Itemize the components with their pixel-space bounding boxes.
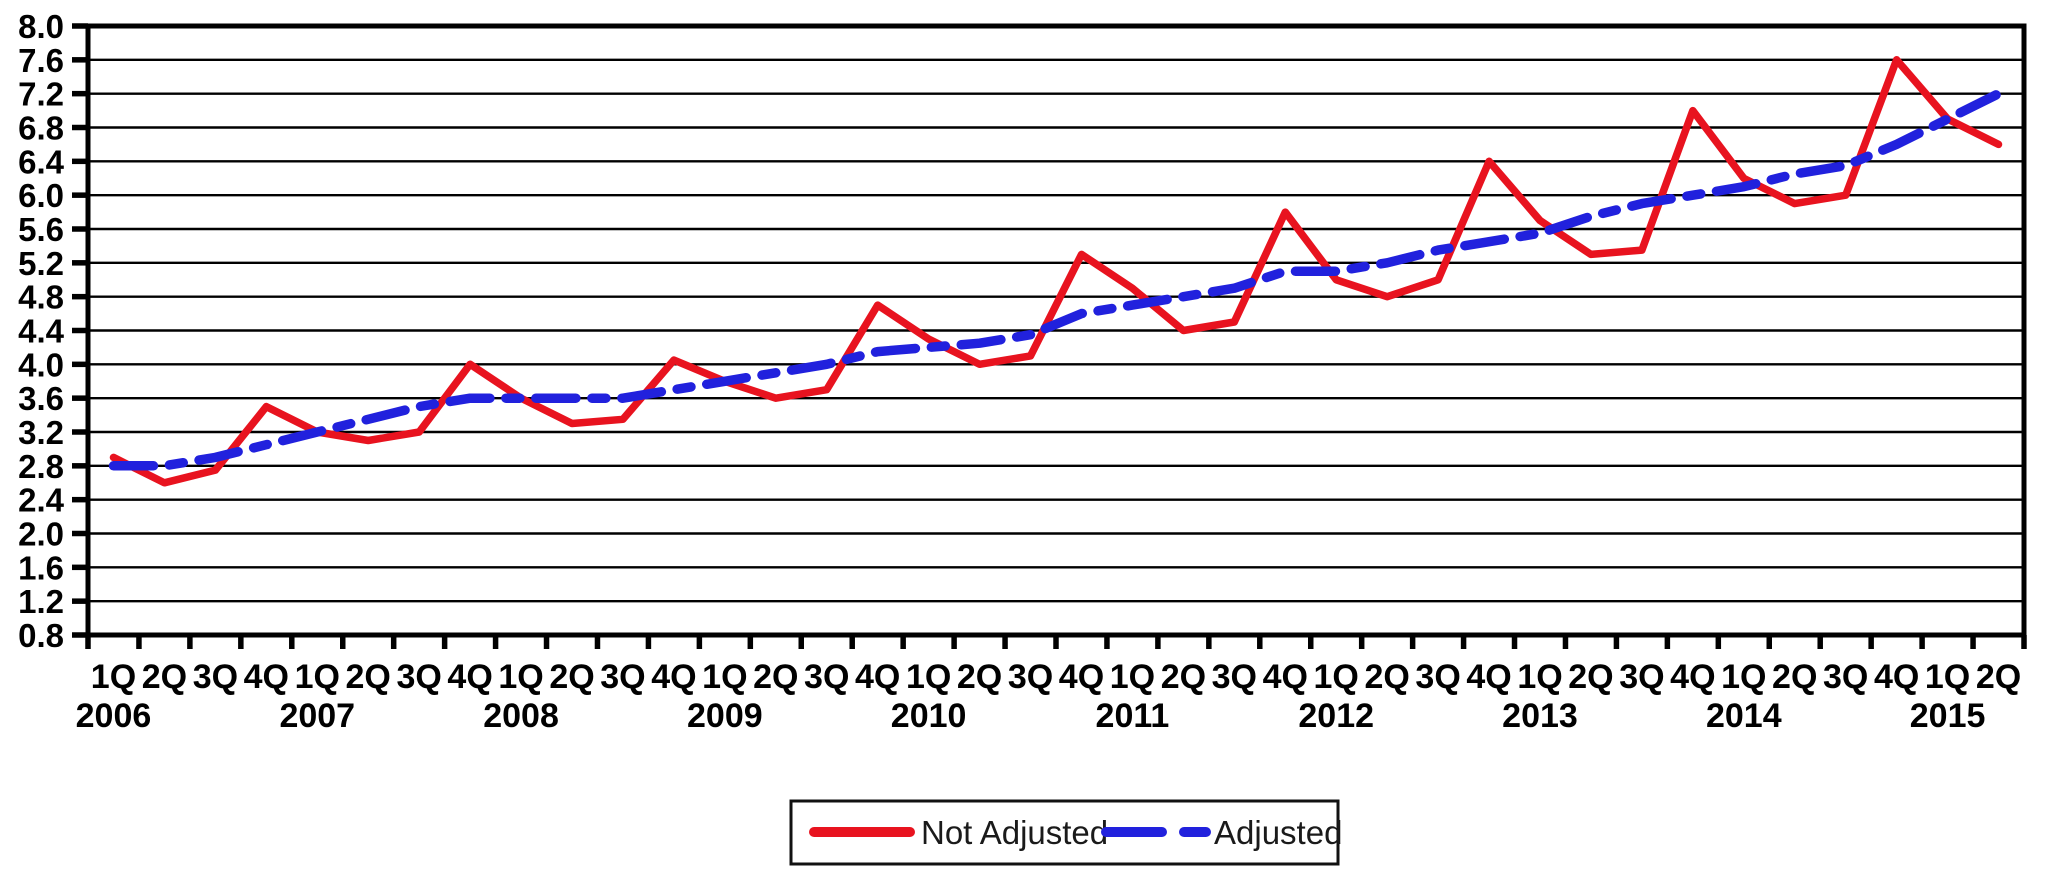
- series-layer: [108, 56, 2004, 487]
- quarter-label: 1Q: [1110, 658, 1155, 696]
- quarter-label: 3Q: [1008, 658, 1053, 696]
- y-tick-label: 4.0: [18, 346, 64, 383]
- year-label: 2011: [1096, 697, 1170, 735]
- quarter-label: 3Q: [1212, 658, 1257, 696]
- year-label: 2008: [483, 697, 559, 735]
- y-tick-label: 3.2: [18, 414, 64, 451]
- quarter-label: 4Q: [244, 658, 289, 696]
- quarter-label: 1Q: [498, 658, 543, 696]
- quarter-label: 4Q: [1466, 658, 1511, 696]
- quarter-label: 2Q: [1976, 658, 2021, 696]
- quarter-label: 2Q: [1364, 658, 1409, 696]
- y-tick-label: 2.4: [18, 482, 65, 519]
- quarter-label: 2Q: [753, 658, 798, 696]
- quarter-label: 3Q: [1619, 658, 1664, 696]
- y-tick-label: 6.4: [18, 143, 65, 180]
- y-tick-label: 0.8: [18, 617, 64, 654]
- y-tick-label: 8.0: [18, 8, 64, 45]
- quarter-label: 4Q: [1059, 658, 1104, 696]
- quarter-label: 2Q: [1161, 658, 1206, 696]
- quarter-label: 1Q: [1517, 658, 1562, 696]
- quarter-label: 3Q: [600, 658, 645, 696]
- y-tick-label: 2.0: [18, 516, 64, 553]
- y-tick-label: 2.8: [18, 448, 64, 485]
- year-label: 2009: [687, 697, 763, 735]
- y-tick-label: 3.6: [18, 380, 64, 417]
- y-tick-label: 7.6: [18, 42, 64, 79]
- quarter-label: 2Q: [957, 658, 1002, 696]
- quarter-label: 4Q: [1874, 658, 1919, 696]
- quarter-label: 3Q: [1823, 658, 1868, 696]
- axis-labels-layer: 0.81.21.62.02.42.83.23.64.04.44.85.25.66…: [18, 8, 2021, 735]
- quarter-label: 3Q: [804, 658, 849, 696]
- year-label: 2013: [1502, 697, 1578, 735]
- y-tick-label: 1.2: [18, 583, 64, 620]
- quarter-label: 4Q: [855, 658, 900, 696]
- quarter-label: 3Q: [396, 658, 441, 696]
- gridlines-layer: [88, 58, 2024, 603]
- legend-label-not-adjusted: Not Adjusted: [921, 814, 1108, 851]
- y-tick-label: 6.8: [18, 110, 64, 147]
- quarter-label: 4Q: [651, 658, 696, 696]
- year-label: 2010: [891, 697, 967, 735]
- y-tick-label: 6.0: [18, 177, 64, 214]
- quarter-label: 1Q: [702, 658, 747, 696]
- quarter-label: 4Q: [1670, 658, 1715, 696]
- quarter-label: 1Q: [1314, 658, 1359, 696]
- y-tick-label: 5.6: [18, 211, 64, 248]
- quarter-label: 1Q: [295, 658, 340, 696]
- y-tick-label: 5.2: [18, 245, 64, 282]
- quarter-label: 4Q: [447, 658, 492, 696]
- series-line-adjusted: [108, 88, 2004, 471]
- quarter-label: 4Q: [1263, 658, 1308, 696]
- quarter-label: 3Q: [1415, 658, 1460, 696]
- quarter-label: 2Q: [142, 658, 187, 696]
- quarter-label: 2Q: [549, 658, 594, 696]
- year-label: 2012: [1298, 697, 1374, 735]
- quarter-label: 1Q: [91, 658, 136, 696]
- series-line-not-adjusted: [109, 56, 2003, 487]
- y-tick-label: 7.2: [18, 76, 64, 113]
- quarter-label: 1Q: [1925, 658, 1970, 696]
- y-tick-label: 4.8: [18, 279, 64, 316]
- quarter-label: 3Q: [193, 658, 238, 696]
- quarter-label: 2Q: [1772, 658, 1817, 696]
- quarter-label: 1Q: [906, 658, 951, 696]
- quarter-label: 2Q: [1568, 658, 1613, 696]
- y-tick-label: 1.6: [18, 549, 64, 586]
- legend-label-adjusted: Adjusted: [1214, 814, 1342, 851]
- year-label: 2015: [1910, 697, 1986, 735]
- year-label: 2014: [1706, 697, 1782, 735]
- axis-ticks-layer: [72, 23, 2027, 649]
- legend: Not Adjusted Adjusted: [789, 799, 1342, 866]
- year-label: 2006: [76, 697, 152, 735]
- quarter-label: 2Q: [346, 658, 391, 696]
- quarter-label: 1Q: [1721, 658, 1766, 696]
- year-label: 2007: [279, 697, 355, 735]
- y-tick-label: 4.4: [18, 313, 65, 350]
